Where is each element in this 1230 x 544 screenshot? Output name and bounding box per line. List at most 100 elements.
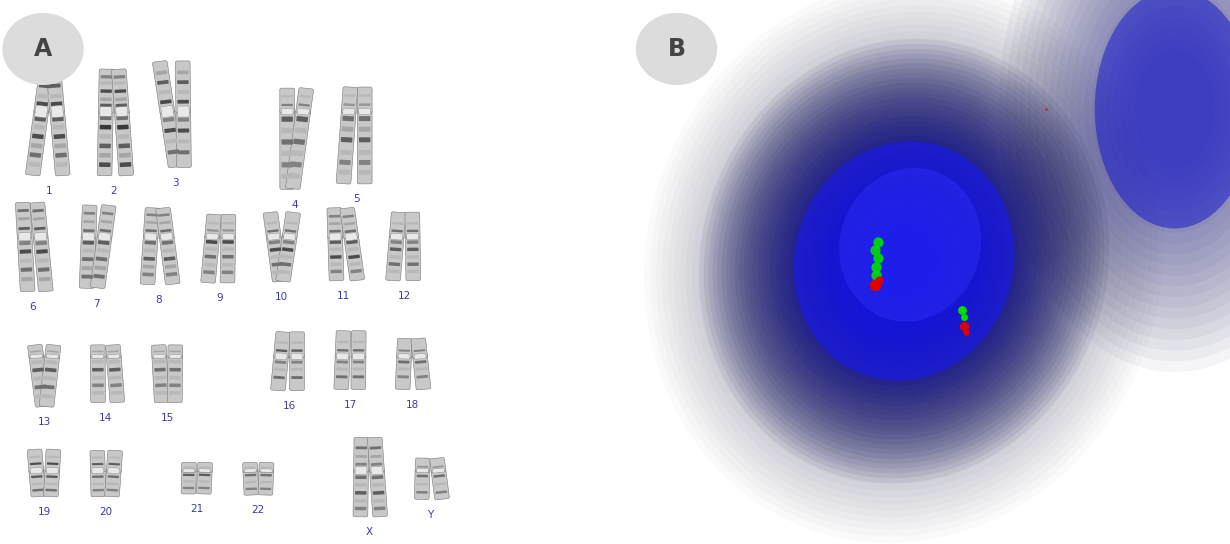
FancyBboxPatch shape xyxy=(353,353,364,360)
Point xyxy=(1036,104,1055,113)
FancyBboxPatch shape xyxy=(114,89,127,93)
FancyBboxPatch shape xyxy=(39,83,50,88)
FancyBboxPatch shape xyxy=(359,160,370,165)
FancyBboxPatch shape xyxy=(116,103,127,107)
FancyBboxPatch shape xyxy=(337,349,348,352)
FancyBboxPatch shape xyxy=(338,169,351,175)
Ellipse shape xyxy=(797,146,1011,376)
Text: 12: 12 xyxy=(399,291,411,301)
FancyBboxPatch shape xyxy=(108,463,121,466)
FancyBboxPatch shape xyxy=(416,458,430,472)
Ellipse shape xyxy=(855,208,953,314)
FancyBboxPatch shape xyxy=(101,81,112,85)
FancyBboxPatch shape xyxy=(50,106,64,118)
FancyBboxPatch shape xyxy=(162,117,175,122)
FancyBboxPatch shape xyxy=(55,152,66,158)
FancyBboxPatch shape xyxy=(353,341,364,343)
Text: 15: 15 xyxy=(161,413,173,423)
FancyBboxPatch shape xyxy=(177,118,189,122)
FancyBboxPatch shape xyxy=(54,134,65,139)
Ellipse shape xyxy=(819,170,989,353)
FancyBboxPatch shape xyxy=(30,455,41,458)
FancyBboxPatch shape xyxy=(111,383,122,387)
FancyBboxPatch shape xyxy=(34,232,47,241)
FancyBboxPatch shape xyxy=(108,350,119,353)
Ellipse shape xyxy=(807,155,1001,367)
FancyBboxPatch shape xyxy=(27,344,43,358)
FancyBboxPatch shape xyxy=(289,355,304,391)
FancyBboxPatch shape xyxy=(92,376,103,380)
FancyBboxPatch shape xyxy=(53,125,64,129)
FancyBboxPatch shape xyxy=(246,487,257,490)
FancyBboxPatch shape xyxy=(47,462,58,465)
FancyBboxPatch shape xyxy=(269,248,282,252)
FancyBboxPatch shape xyxy=(370,462,383,466)
FancyBboxPatch shape xyxy=(354,506,367,510)
FancyBboxPatch shape xyxy=(280,110,295,189)
FancyBboxPatch shape xyxy=(370,446,381,449)
FancyBboxPatch shape xyxy=(36,240,47,245)
FancyBboxPatch shape xyxy=(155,376,166,380)
FancyBboxPatch shape xyxy=(170,376,181,380)
FancyBboxPatch shape xyxy=(50,109,70,176)
FancyBboxPatch shape xyxy=(170,368,181,372)
FancyBboxPatch shape xyxy=(160,229,172,232)
FancyBboxPatch shape xyxy=(433,474,445,478)
FancyBboxPatch shape xyxy=(267,229,279,233)
Ellipse shape xyxy=(712,54,1096,468)
FancyBboxPatch shape xyxy=(177,100,189,104)
FancyBboxPatch shape xyxy=(223,229,234,232)
FancyBboxPatch shape xyxy=(370,468,387,517)
FancyBboxPatch shape xyxy=(97,110,113,176)
FancyBboxPatch shape xyxy=(90,345,105,358)
FancyBboxPatch shape xyxy=(387,269,400,274)
FancyBboxPatch shape xyxy=(47,350,59,353)
FancyBboxPatch shape xyxy=(30,350,42,353)
Text: X: X xyxy=(365,527,373,537)
FancyBboxPatch shape xyxy=(37,94,49,98)
FancyBboxPatch shape xyxy=(178,128,189,133)
FancyBboxPatch shape xyxy=(355,499,367,503)
FancyBboxPatch shape xyxy=(392,222,403,225)
FancyBboxPatch shape xyxy=(245,474,256,477)
FancyBboxPatch shape xyxy=(397,338,412,358)
FancyBboxPatch shape xyxy=(330,248,341,251)
FancyBboxPatch shape xyxy=(205,214,221,239)
FancyBboxPatch shape xyxy=(47,475,58,478)
FancyBboxPatch shape xyxy=(177,106,189,117)
FancyBboxPatch shape xyxy=(102,212,113,215)
FancyBboxPatch shape xyxy=(390,212,406,239)
FancyBboxPatch shape xyxy=(18,232,31,241)
FancyBboxPatch shape xyxy=(292,342,303,344)
FancyBboxPatch shape xyxy=(293,139,305,145)
Ellipse shape xyxy=(726,68,1082,454)
Ellipse shape xyxy=(731,73,1077,449)
Ellipse shape xyxy=(708,49,1100,473)
FancyBboxPatch shape xyxy=(359,127,370,132)
FancyBboxPatch shape xyxy=(57,162,68,167)
FancyBboxPatch shape xyxy=(33,376,46,381)
FancyBboxPatch shape xyxy=(417,375,428,379)
FancyBboxPatch shape xyxy=(30,202,48,239)
Text: 4: 4 xyxy=(292,200,299,209)
FancyBboxPatch shape xyxy=(207,233,218,240)
FancyBboxPatch shape xyxy=(223,222,234,224)
FancyBboxPatch shape xyxy=(261,466,272,468)
FancyBboxPatch shape xyxy=(353,469,368,517)
FancyBboxPatch shape xyxy=(390,248,401,251)
FancyBboxPatch shape xyxy=(397,367,410,370)
FancyBboxPatch shape xyxy=(223,240,234,244)
FancyBboxPatch shape xyxy=(43,469,59,497)
FancyBboxPatch shape xyxy=(32,489,44,492)
FancyBboxPatch shape xyxy=(155,70,167,75)
FancyBboxPatch shape xyxy=(50,94,62,98)
FancyBboxPatch shape xyxy=(108,360,121,364)
FancyBboxPatch shape xyxy=(417,474,428,478)
FancyBboxPatch shape xyxy=(170,350,181,353)
FancyBboxPatch shape xyxy=(299,103,310,107)
FancyBboxPatch shape xyxy=(330,240,341,244)
FancyBboxPatch shape xyxy=(342,126,353,132)
FancyBboxPatch shape xyxy=(167,149,180,154)
FancyBboxPatch shape xyxy=(100,104,112,107)
FancyBboxPatch shape xyxy=(432,466,444,468)
